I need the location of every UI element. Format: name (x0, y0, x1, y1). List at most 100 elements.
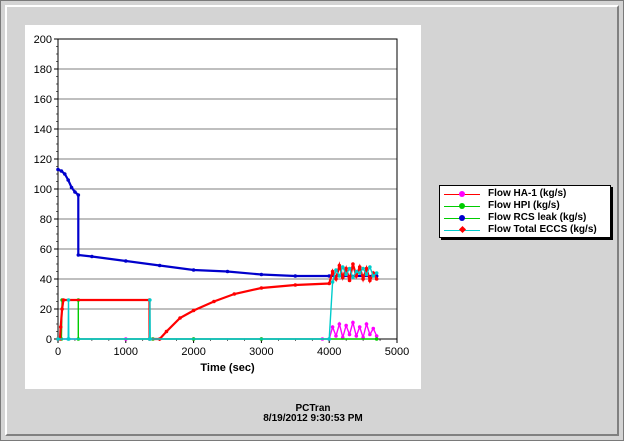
chart-panel: 0 20 40 60 80 100 120 140 160 180 200 0 1000 2000 3000… (25, 25, 421, 389)
data-point (347, 332, 352, 337)
data-point (357, 271, 362, 275)
y-tick-label: 120 (34, 154, 52, 166)
data-point (90, 254, 94, 259)
data-point (337, 274, 342, 278)
data-point (334, 277, 338, 281)
chart-legend: Flow HA-1 (kg/s) Flow HPI (kg/s) Flow RC… (439, 185, 611, 238)
data-point (148, 337, 153, 341)
data-point (364, 272, 369, 277)
data-point (368, 278, 372, 283)
legend-item-hpi: Flow HPI (kg/s) (444, 200, 608, 212)
data-point (357, 265, 362, 269)
data-point (232, 292, 237, 296)
data-point (354, 334, 359, 338)
data-point (327, 337, 332, 341)
legend-label: Flow RCS leak (kg/s) (488, 212, 587, 223)
data-point (148, 298, 152, 302)
data-point (374, 334, 379, 338)
data-point (374, 271, 379, 275)
data-point (178, 316, 182, 320)
data-point (59, 169, 64, 173)
data-point (58, 325, 63, 329)
data-point (334, 268, 338, 272)
data-point (157, 263, 162, 268)
data-point (66, 298, 71, 302)
data-point (344, 266, 348, 271)
y-tick-label: 140 (34, 124, 52, 136)
data-point (259, 286, 264, 290)
series-line (57, 168, 377, 278)
data-point (330, 280, 335, 284)
data-point (124, 259, 128, 263)
data-point (330, 325, 335, 329)
x-tick-label: 1000 (114, 346, 138, 358)
data-point (368, 265, 372, 269)
legend-label: Flow HA-1 (kg/s) (488, 188, 567, 199)
data-point (191, 268, 196, 272)
data-point (69, 185, 74, 190)
footer-app-name: PCTran (295, 403, 331, 414)
data-point (351, 262, 355, 266)
data-point (334, 334, 338, 338)
x-axis-label: Time (sec) (200, 362, 255, 374)
data-point (62, 172, 67, 176)
data-point (327, 281, 332, 286)
x-tick-label: 4000 (317, 346, 341, 358)
data-point (340, 275, 345, 280)
data-point (364, 266, 369, 271)
data-point (56, 167, 60, 172)
legend-label: Flow Total ECCS (kg/s) (488, 224, 597, 235)
legend-item-rcs-leak: Flow RCS leak (kg/s) (444, 212, 608, 224)
data-point (368, 332, 372, 337)
data-point (364, 322, 369, 326)
data-point (330, 269, 335, 274)
red-diamond-icon (458, 225, 467, 234)
data-point (191, 308, 196, 313)
data-point (56, 337, 60, 341)
data-point (66, 178, 70, 182)
data-point (212, 299, 216, 304)
y-tick-label: 60 (40, 244, 52, 256)
data-point (344, 323, 348, 328)
x-tick-label: 2000 (181, 346, 205, 358)
data-point (293, 283, 298, 287)
data-point (337, 263, 342, 268)
data-point (259, 272, 264, 277)
data-point (371, 274, 376, 278)
pink-dot-icon (459, 191, 465, 197)
blue-dot-icon (459, 215, 465, 221)
data-point (361, 277, 365, 281)
y-tick-label: 100 (34, 184, 52, 196)
y-tick-label: 160 (34, 94, 52, 106)
x-tick-label: 0 (55, 346, 61, 358)
data-point (73, 190, 77, 194)
data-point (76, 193, 81, 197)
data-point (67, 337, 71, 341)
data-point (351, 320, 355, 325)
data-point (374, 337, 379, 341)
series-line (58, 261, 378, 341)
legend-label: Flow HPI (kg/s) (488, 200, 560, 211)
data-point (337, 322, 342, 326)
legend-item-ha1: Flow HA-1 (kg/s) (444, 188, 608, 200)
data-point (76, 253, 81, 257)
data-point (361, 266, 365, 271)
data-point (225, 269, 230, 274)
data-point (347, 278, 352, 283)
data-point (293, 274, 298, 278)
series-line (58, 265, 378, 340)
data-point (354, 269, 359, 274)
y-tick-label: 80 (40, 214, 52, 226)
data-point (340, 265, 345, 269)
data-point (374, 277, 379, 281)
data-point (60, 307, 64, 311)
data-point (61, 298, 66, 302)
x-tick-label: 3000 (249, 346, 273, 358)
data-point (371, 326, 376, 331)
data-point (164, 329, 169, 334)
y-tick-label: 0 (46, 334, 52, 346)
legend-item-total-eccs: Flow Total ECCS (kg/s) (444, 224, 608, 236)
y-tick-label: 20 (40, 304, 52, 316)
